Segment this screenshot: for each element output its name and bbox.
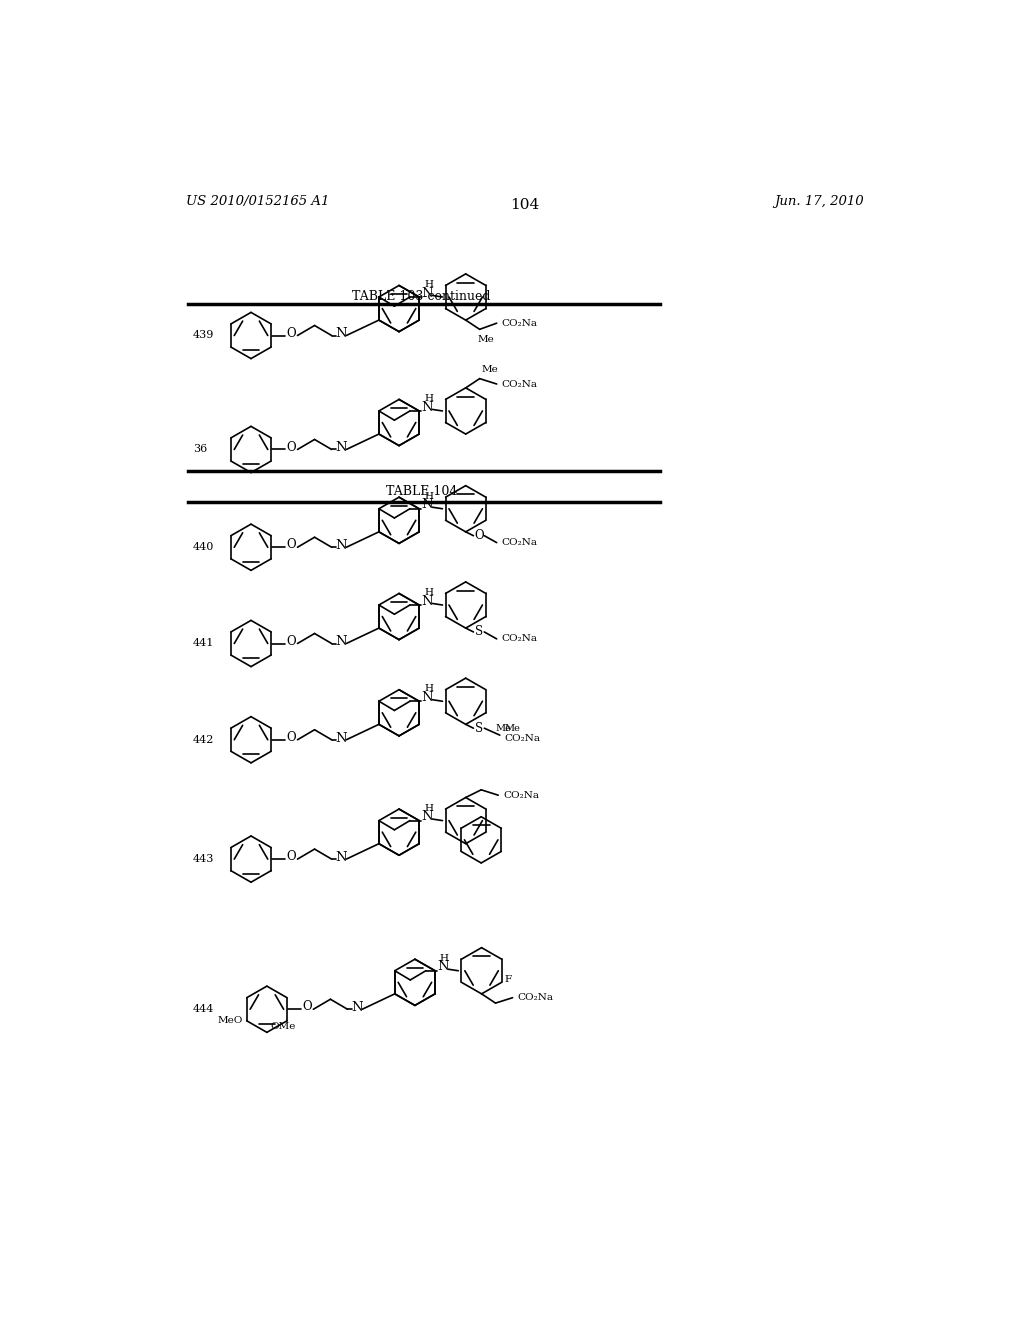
Text: 442: 442 [194, 735, 214, 744]
Text: CO₂Na: CO₂Na [503, 791, 539, 800]
Text: H: H [424, 395, 433, 403]
Text: Jun. 17, 2010: Jun. 17, 2010 [774, 195, 863, 209]
Text: H: H [440, 954, 449, 962]
Text: CO₂Na: CO₂Na [502, 318, 538, 327]
Text: N: N [335, 327, 347, 341]
Text: N: N [421, 594, 433, 607]
Text: O: O [287, 441, 296, 454]
Text: CO₂Na: CO₂Na [505, 734, 541, 743]
Text: H: H [424, 492, 433, 500]
Text: O: O [474, 529, 483, 543]
Text: O: O [287, 539, 296, 552]
Text: CO₂Na: CO₂Na [517, 993, 553, 1002]
Text: TABLE 103-continued: TABLE 103-continued [352, 290, 490, 304]
Text: CO₂Na: CO₂Na [502, 539, 538, 546]
Text: O: O [287, 326, 296, 339]
Text: CO₂Na: CO₂Na [502, 635, 538, 643]
Text: N: N [335, 441, 347, 454]
Text: O: O [302, 1001, 312, 1014]
Text: N: N [421, 690, 433, 704]
Text: O: O [287, 635, 296, 648]
Text: N: N [351, 1001, 362, 1014]
Text: 444: 444 [194, 1005, 214, 1014]
Text: Me: Me [505, 725, 520, 734]
Text: 440: 440 [194, 543, 214, 552]
Text: Me: Me [481, 364, 498, 374]
Text: 443: 443 [194, 854, 214, 865]
Text: O: O [287, 731, 296, 744]
Text: S: S [475, 722, 483, 735]
Text: MeO: MeO [217, 1016, 243, 1026]
Text: N: N [335, 635, 347, 648]
Text: 439: 439 [194, 330, 214, 341]
Text: Me: Me [477, 335, 494, 343]
Text: 441: 441 [194, 639, 214, 648]
Text: Me: Me [496, 725, 511, 734]
Text: 104: 104 [510, 198, 540, 213]
Text: S: S [475, 626, 483, 639]
Text: N: N [335, 731, 347, 744]
Text: F: F [505, 975, 512, 985]
Text: CO₂Na: CO₂Na [502, 380, 538, 388]
Text: OMe: OMe [270, 1022, 296, 1031]
Text: N: N [421, 286, 433, 300]
Text: 36: 36 [194, 445, 207, 454]
Text: TABLE 104: TABLE 104 [386, 486, 458, 498]
Text: N: N [421, 400, 433, 413]
Text: H: H [424, 685, 433, 693]
Text: N: N [335, 851, 347, 865]
Text: H: H [424, 280, 433, 289]
Text: H: H [424, 804, 433, 813]
Text: O: O [287, 850, 296, 863]
Text: N: N [421, 499, 433, 511]
Text: N: N [335, 539, 347, 552]
Text: US 2010/0152165 A1: US 2010/0152165 A1 [186, 195, 330, 209]
Text: H: H [424, 589, 433, 597]
Text: N: N [421, 810, 433, 824]
Text: N: N [437, 961, 449, 973]
